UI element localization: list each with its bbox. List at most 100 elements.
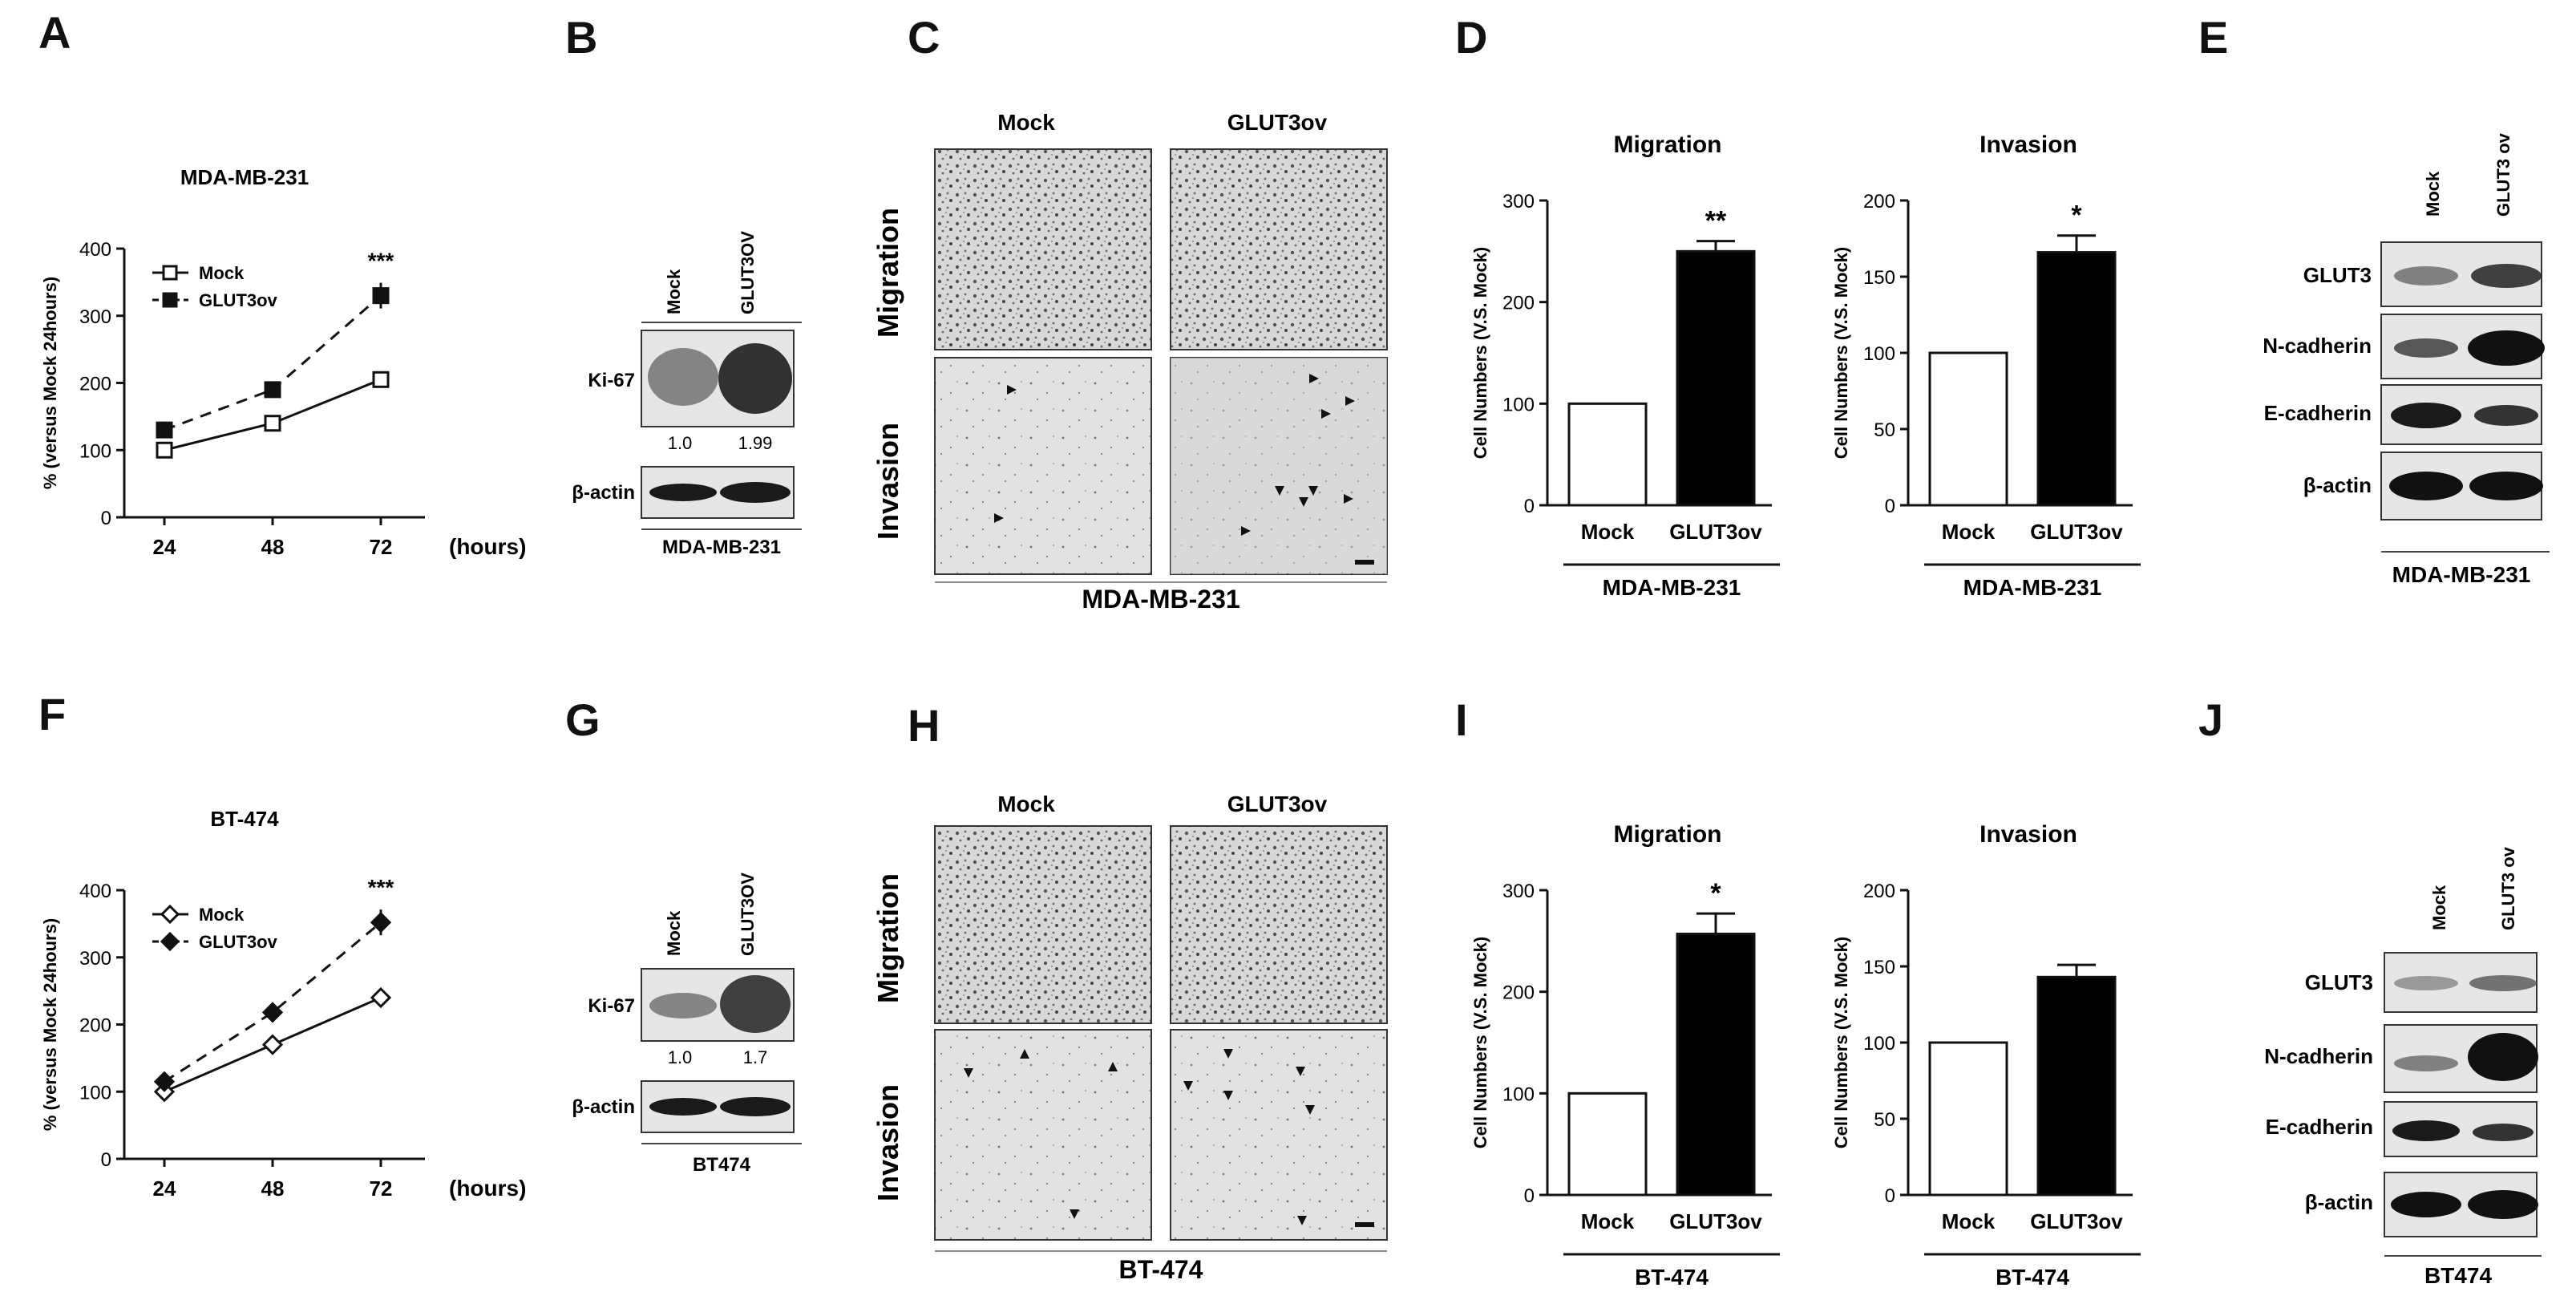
cell-line-label: MDA-MB-231 (1082, 585, 1239, 614)
micrograph-panel-bt474: Mock GLUT3ov Migration Invasion BT-474 (866, 786, 1419, 1299)
y-tick-label: 50 (1874, 1109, 1895, 1131)
ki67-blot-mda: Mock GLUT3OV Ki-67 1.0 1.99 β-actin MDA-… (545, 209, 810, 577)
y-tick-label: 100 (1502, 394, 1535, 415)
y-tick-label: 150 (1863, 267, 1895, 289)
y-tick-label: 300 (79, 948, 111, 970)
y-tick-label: 50 (1874, 419, 1895, 441)
proliferation-chart-bt474: BT-474 0 100 200 300 400 24 48 72 (hours) % (versu… (40, 807, 526, 1201)
cell-line-label: MDA-MB-231 (1963, 575, 2102, 600)
cell-line-label: MDA-MB-231 (2392, 562, 2531, 587)
chart-title: Invasion (1980, 821, 2077, 848)
legend-marker (160, 904, 180, 925)
column-label: Mock (997, 110, 1055, 135)
x-tick-label: Mock (1942, 1209, 1996, 1233)
data-point (370, 986, 392, 1009)
legend-marker (162, 265, 178, 281)
row-label: β-actin (2305, 1190, 2373, 1214)
y-tick-label: 100 (79, 440, 111, 462)
bar-glut3ov (2036, 975, 2117, 1197)
column-label: Mock (997, 792, 1055, 816)
y-tick-label: 0 (101, 1149, 111, 1171)
y-tick-label: 0 (1524, 496, 1535, 517)
x-axis-label: (hours) (449, 534, 526, 559)
significance-label: ** (1705, 206, 1727, 237)
bar-chart-invasion-mda: Invasion 0 50 100 150 200 Cell Numbers (V.S. M… (1831, 132, 2141, 600)
x-tick-label: 48 (261, 535, 285, 559)
x-tick-label: GLUT3ov (2030, 1209, 2123, 1233)
legend-label: Mock (199, 263, 245, 283)
row-label: β-actin (2303, 473, 2372, 497)
legend-marker (160, 931, 180, 952)
x-tick-label: Mock (1581, 1209, 1635, 1233)
lane-label: Mock (664, 269, 684, 314)
x-tick-label: 72 (370, 535, 393, 559)
cell-line-label: MDA-MB-231 (1603, 575, 1741, 600)
quant-label: 1.99 (738, 433, 773, 453)
y-tick-label: 200 (1863, 191, 1895, 213)
row-label: N-cadherin (2263, 334, 2372, 358)
bar-mock (1567, 1091, 1648, 1197)
y-tick-label: 300 (1502, 191, 1535, 213)
series-line-glut3ov (164, 294, 382, 431)
legend-marker (162, 292, 178, 308)
row-label: Invasion (871, 1084, 904, 1201)
bar-chart-invasion-bt474: Invasion 0 50 100 150 200 Cell Numbers (V.S. M… (1831, 821, 2141, 1290)
row-label: Ki-67 (588, 995, 635, 1017)
y-tick-label: 100 (1502, 1083, 1535, 1105)
x-axis-label: (hours) (449, 1176, 526, 1201)
row-label: GLUT3 (2303, 263, 2372, 287)
y-tick-label: 400 (79, 239, 111, 261)
lane-label: Mock (2423, 171, 2443, 217)
y-tick-label: 200 (79, 374, 111, 395)
data-point (153, 1071, 176, 1092)
chart-title: Migration (1614, 821, 1722, 848)
micrograph-image (1170, 148, 1388, 350)
chart-title: MDA-MB-231 (180, 165, 309, 189)
row-label: Migration (871, 208, 904, 338)
x-tick-label: 24 (153, 1176, 176, 1201)
cell-line-label: BT-474 (1119, 1255, 1203, 1284)
lane-label: Mock (664, 910, 684, 956)
row-label: GLUT3 (2305, 970, 2373, 994)
lane-label: GLUT3OV (738, 231, 758, 314)
bar-chart-migration-bt474: Migration 0 100 200 300 Cell Numbers (V.S. Mo… (1470, 821, 1780, 1290)
proliferation-chart-mda: MDA-MB-231 0 100 200 300 400 24 48 72 (hours) % (v… (40, 165, 526, 559)
data-point (156, 441, 173, 459)
column-label: GLUT3ov (1227, 110, 1328, 135)
bar-mock (1567, 402, 1648, 507)
panel-letter-e: E (2198, 12, 2229, 63)
data-point (261, 1002, 284, 1023)
y-axis-label: Cell Numbers (V.S. Mock) (1831, 937, 1851, 1148)
significance-label: * (1710, 878, 1721, 909)
panel-letter-f: F (38, 689, 67, 739)
panel-letter-a: A (38, 7, 71, 58)
quant-label: 1.0 (668, 1047, 693, 1067)
row-label: β-actin (572, 482, 635, 504)
significance-label: *** (368, 875, 394, 900)
bar-mock (1928, 351, 2008, 507)
data-point (261, 1034, 284, 1055)
significance-label: * (2071, 200, 2082, 231)
bar-chart-migration-mda: Migration 0 100 200 300 Cell Numbers (V.S. Mo… (1470, 132, 1780, 600)
row-label: β-actin (572, 1096, 635, 1118)
panel-letter-b: B (565, 12, 598, 63)
cell-line-label: BT474 (2424, 1263, 2492, 1288)
row-label: N-cadherin (2264, 1044, 2373, 1068)
bar-mock (1928, 1041, 2008, 1197)
series-line-glut3ov (164, 921, 382, 1083)
lane-label: GLUT3OV (738, 873, 758, 956)
chart-title: Invasion (1980, 132, 2077, 158)
row-label: Ki-67 (588, 370, 635, 391)
lane-label: Mock (2429, 885, 2449, 930)
y-axis-label: Cell Numbers (V.S. Mock) (1831, 247, 1851, 459)
emt-blot-mda: Mock GLUT3 ov GLUT3 N-cadherin E-cadheri… (2189, 120, 2574, 601)
panel-letter-h: H (908, 700, 940, 751)
bar-glut3ov (1676, 932, 1756, 1197)
y-axis-label: % (versus Mock 24hours) (40, 277, 60, 489)
y-tick-label: 100 (1863, 1033, 1895, 1055)
y-tick-label: 200 (1502, 293, 1535, 314)
y-tick-label: 200 (79, 1015, 111, 1037)
y-tick-label: 100 (79, 1082, 111, 1104)
x-tick-label: GLUT3ov (2030, 520, 2123, 544)
data-point (264, 381, 281, 399)
